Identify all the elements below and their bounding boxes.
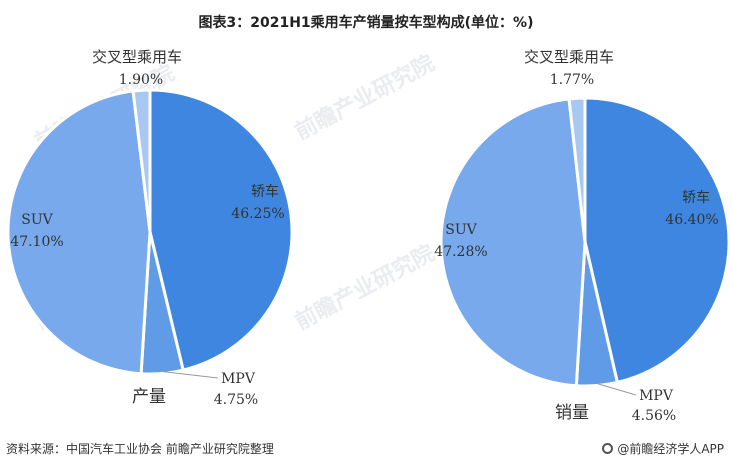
pie-slice-crossover — [567, 96, 587, 243]
slice-value-label-sedan: 46.25% — [231, 206, 284, 222]
pie-production: 轿车 46.25% MPV 4.75% SUV 47.10% 交叉型乘用车 1.90% 产量 — [6, 48, 294, 408]
pie-slice-suv — [6, 89, 152, 376]
pie-slice-sedan — [583, 96, 731, 385]
pie-slice-suv — [439, 97, 587, 388]
slice-value-label-sedan: 46.40% — [665, 212, 718, 228]
slice-name-mpv: MPV — [639, 388, 674, 404]
brand-text: @前瞻经济学人APP — [617, 442, 724, 456]
slice-value-label-crossover: 1.77% — [550, 72, 594, 88]
brand-logo-icon — [602, 443, 614, 454]
slice-name-mpv: MPV — [221, 371, 256, 387]
pie-caption: 销量 — [555, 403, 589, 423]
slice-name-suv: SUV — [445, 222, 477, 238]
pie-slice-sedan — [148, 88, 294, 372]
pie-slice-crossover — [131, 88, 152, 233]
slice-value-label-mpv: 4.56% — [632, 408, 676, 424]
slice-name-sedan: 轿车 — [682, 189, 710, 206]
leader-line-mpv — [596, 383, 637, 396]
pie-sales: 轿车 46.40% MPV 4.56% SUV 47.28% 交叉型乘用车 1.77% 销量 — [434, 48, 731, 424]
source-note: 资料来源：中国汽车工业协会 前瞻产业研究院整理 — [6, 442, 274, 456]
watermark-text: 前瞻产业研究院 — [291, 50, 439, 145]
slice-value-label-suv: 47.28% — [434, 244, 487, 260]
pie-caption: 产量 — [132, 387, 166, 407]
slice-name-suv: SUV — [21, 212, 53, 228]
slice-value-label-mpv: 4.75% — [214, 392, 258, 408]
watermark-text: 前瞻产业研究院 — [291, 240, 439, 335]
slice-name-crossover: 交叉型乘用车 — [92, 48, 182, 66]
leader-line-mpv — [162, 370, 219, 379]
slice-name-crossover: 交叉型乘用车 — [524, 48, 614, 66]
slice-value-label-crossover: 1.90% — [119, 72, 163, 88]
brand-credit: @前瞻经济学人APP — [602, 440, 724, 457]
slice-value-label-suv: 47.10% — [10, 234, 63, 250]
slice-name-sedan: 轿车 — [251, 183, 279, 200]
chart-title: 图表3：2021H1乘用车产销量按车型构成(单位：%) — [198, 15, 534, 31]
